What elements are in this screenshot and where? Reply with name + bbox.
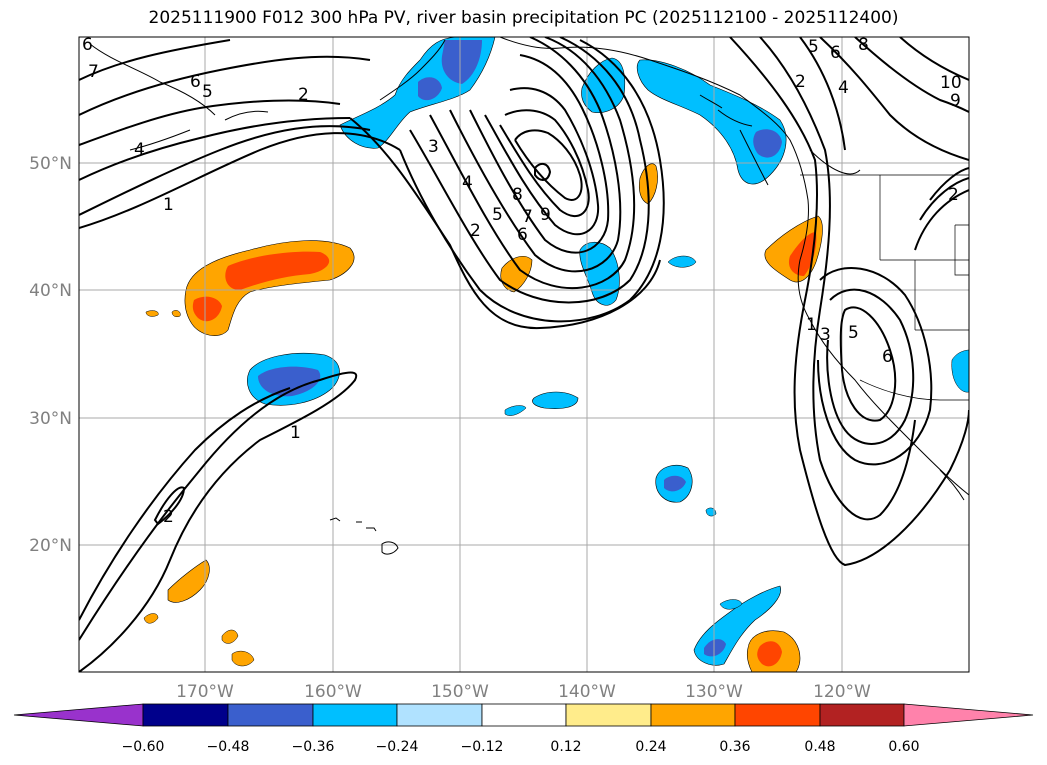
contour-label: 7: [88, 62, 99, 82]
lat-label-20n: 20°N: [29, 536, 72, 556]
colorbar-tick-label: −0.12: [461, 739, 504, 755]
contour-label: 2: [470, 221, 481, 241]
colorbar-tick-label: −0.24: [376, 739, 419, 755]
gridlines: [79, 37, 969, 672]
contour-label: 7: [522, 207, 533, 227]
map-title: 2025111900 F012 300 hPa PV, river basin …: [148, 8, 899, 28]
contour-label: 5: [848, 323, 859, 343]
contour-label: 3: [820, 325, 831, 345]
negative-anomaly-core: [704, 639, 726, 657]
contour-label: 1: [290, 423, 301, 443]
negative-anomaly-region: [667, 255, 697, 268]
contour-label: 6: [82, 35, 93, 55]
positive-anomaly-core: [788, 232, 817, 276]
positive-anomaly-region: [143, 613, 159, 624]
coastlines: [89, 37, 969, 501]
colorbar-extend-high: [903, 703, 1034, 727]
contour-label: 4: [462, 173, 473, 193]
lon-axis-labels: 170°W 160°W 150°W 140°W 130°W 120°W: [176, 682, 871, 702]
map-frame: [78, 36, 970, 673]
colorbar-tick-label: −0.36: [292, 739, 335, 755]
colorbar-tick-label: −0.48: [207, 739, 250, 755]
colorbar-tick-label: 0.48: [804, 739, 835, 755]
borders: [800, 174, 969, 401]
contour-label: 6: [517, 225, 528, 245]
colorbar-bin: [227, 703, 314, 727]
colorbar-tick-label: 0.12: [550, 739, 581, 755]
lon-label-120w: 120°W: [813, 682, 871, 702]
contour-label: 5: [492, 205, 503, 225]
positive-anomaly-region: [145, 310, 159, 317]
hawaii-islands: [329, 517, 399, 555]
lon-label-130w: 130°W: [685, 682, 743, 702]
negative-anomaly-core: [418, 77, 442, 101]
negative-anomaly-region: [504, 405, 527, 416]
contour-label: 4: [838, 78, 849, 98]
lat-label-40n: 40°N: [29, 281, 72, 301]
colorbar-bin: [396, 703, 483, 727]
colorbar-bin: [481, 703, 567, 727]
positive-anomaly-region: [500, 256, 533, 293]
colorbar-tick-label: −0.60: [122, 739, 165, 755]
colorbar-ticks: −0.60 −0.48 −0.36 −0.24 −0.12 0.12 0.24 …: [122, 739, 920, 755]
positive-anomaly-region: [167, 559, 210, 603]
contour-label: 3: [428, 137, 439, 157]
positive-anomaly-region: [231, 650, 255, 667]
negative-anomaly-region: [719, 599, 743, 610]
contour-label: 2: [795, 72, 806, 92]
negative-anomaly-core: [441, 40, 482, 84]
contour-label: 10: [940, 73, 962, 93]
colorbar-bin: [650, 703, 736, 727]
contour-label: 8: [858, 35, 869, 55]
pv-contours: [79, 37, 969, 672]
contour-label: 5: [202, 82, 213, 102]
colorbar-bin: [734, 703, 821, 727]
colorbar-tick-label: 0.36: [719, 739, 750, 755]
lon-label-140w: 140°W: [558, 682, 616, 702]
lon-label-170w: 170°W: [176, 682, 234, 702]
colorbar-bin: [819, 703, 905, 727]
map-area: [79, 37, 969, 672]
colorbar-extend-low: [13, 703, 144, 727]
contour-label: 6: [882, 347, 893, 367]
positive-anomaly-core: [225, 251, 330, 290]
contour-label: 6: [190, 72, 201, 92]
negative-anomaly-region: [951, 349, 969, 393]
lon-label-150w: 150°W: [431, 682, 489, 702]
contour-label: 1: [806, 315, 817, 335]
lon-label-160w: 160°W: [304, 682, 362, 702]
negative-anomaly-core: [664, 475, 686, 492]
contour-label: 6: [830, 43, 841, 63]
pv-contour-labels: 6 7 6 5 2 4 1 3 4 8 7 6 5 2 9 5 6 8 2 4 …: [82, 35, 962, 527]
negative-anomaly-region: [636, 59, 787, 185]
contour-label: 2: [948, 185, 959, 205]
negative-anomaly-region: [532, 391, 579, 409]
contour-label: 4: [134, 140, 145, 160]
precip-shading: [143, 37, 969, 672]
contour-label: 5: [808, 37, 819, 57]
contour-label: 9: [950, 91, 961, 111]
lat-label-30n: 30°N: [29, 409, 72, 429]
contour-label: 1: [163, 195, 174, 215]
lat-label-50n: 50°N: [29, 154, 72, 174]
colorbar-tick-label: 0.24: [635, 739, 666, 755]
contour-label: 9: [540, 205, 551, 225]
colorbar-bin: [142, 703, 229, 727]
contour-label: 2: [163, 507, 174, 527]
negative-anomaly-core: [753, 129, 782, 158]
colorbar-tick-label: 0.60: [888, 739, 919, 755]
contour-label: 2: [298, 85, 309, 105]
colorbar-bin: [312, 703, 398, 727]
positive-anomaly-region: [221, 629, 239, 644]
colorbar-bin: [565, 703, 652, 727]
positive-anomaly-core: [757, 641, 782, 667]
colorbar: [13, 703, 1034, 727]
negative-anomaly-core: [258, 366, 321, 397]
contour-label: 8: [512, 185, 523, 205]
lat-axis-labels: 20°N 30°N 40°N 50°N: [29, 154, 72, 556]
positive-anomaly-region: [171, 310, 181, 318]
positive-anomaly-core: [192, 296, 222, 322]
